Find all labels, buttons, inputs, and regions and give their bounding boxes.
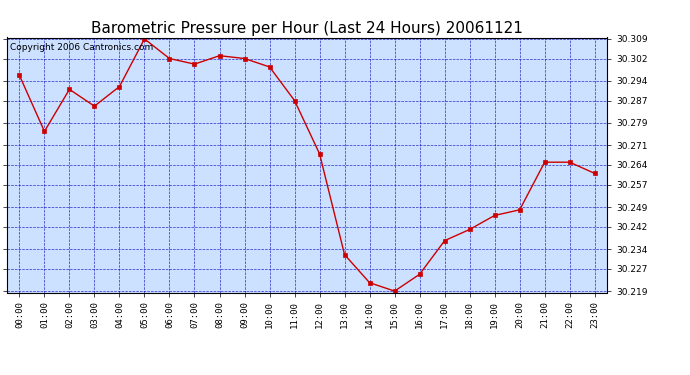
- Text: Copyright 2006 Cantronics.com: Copyright 2006 Cantronics.com: [10, 43, 153, 52]
- Title: Barometric Pressure per Hour (Last 24 Hours) 20061121: Barometric Pressure per Hour (Last 24 Ho…: [91, 21, 523, 36]
